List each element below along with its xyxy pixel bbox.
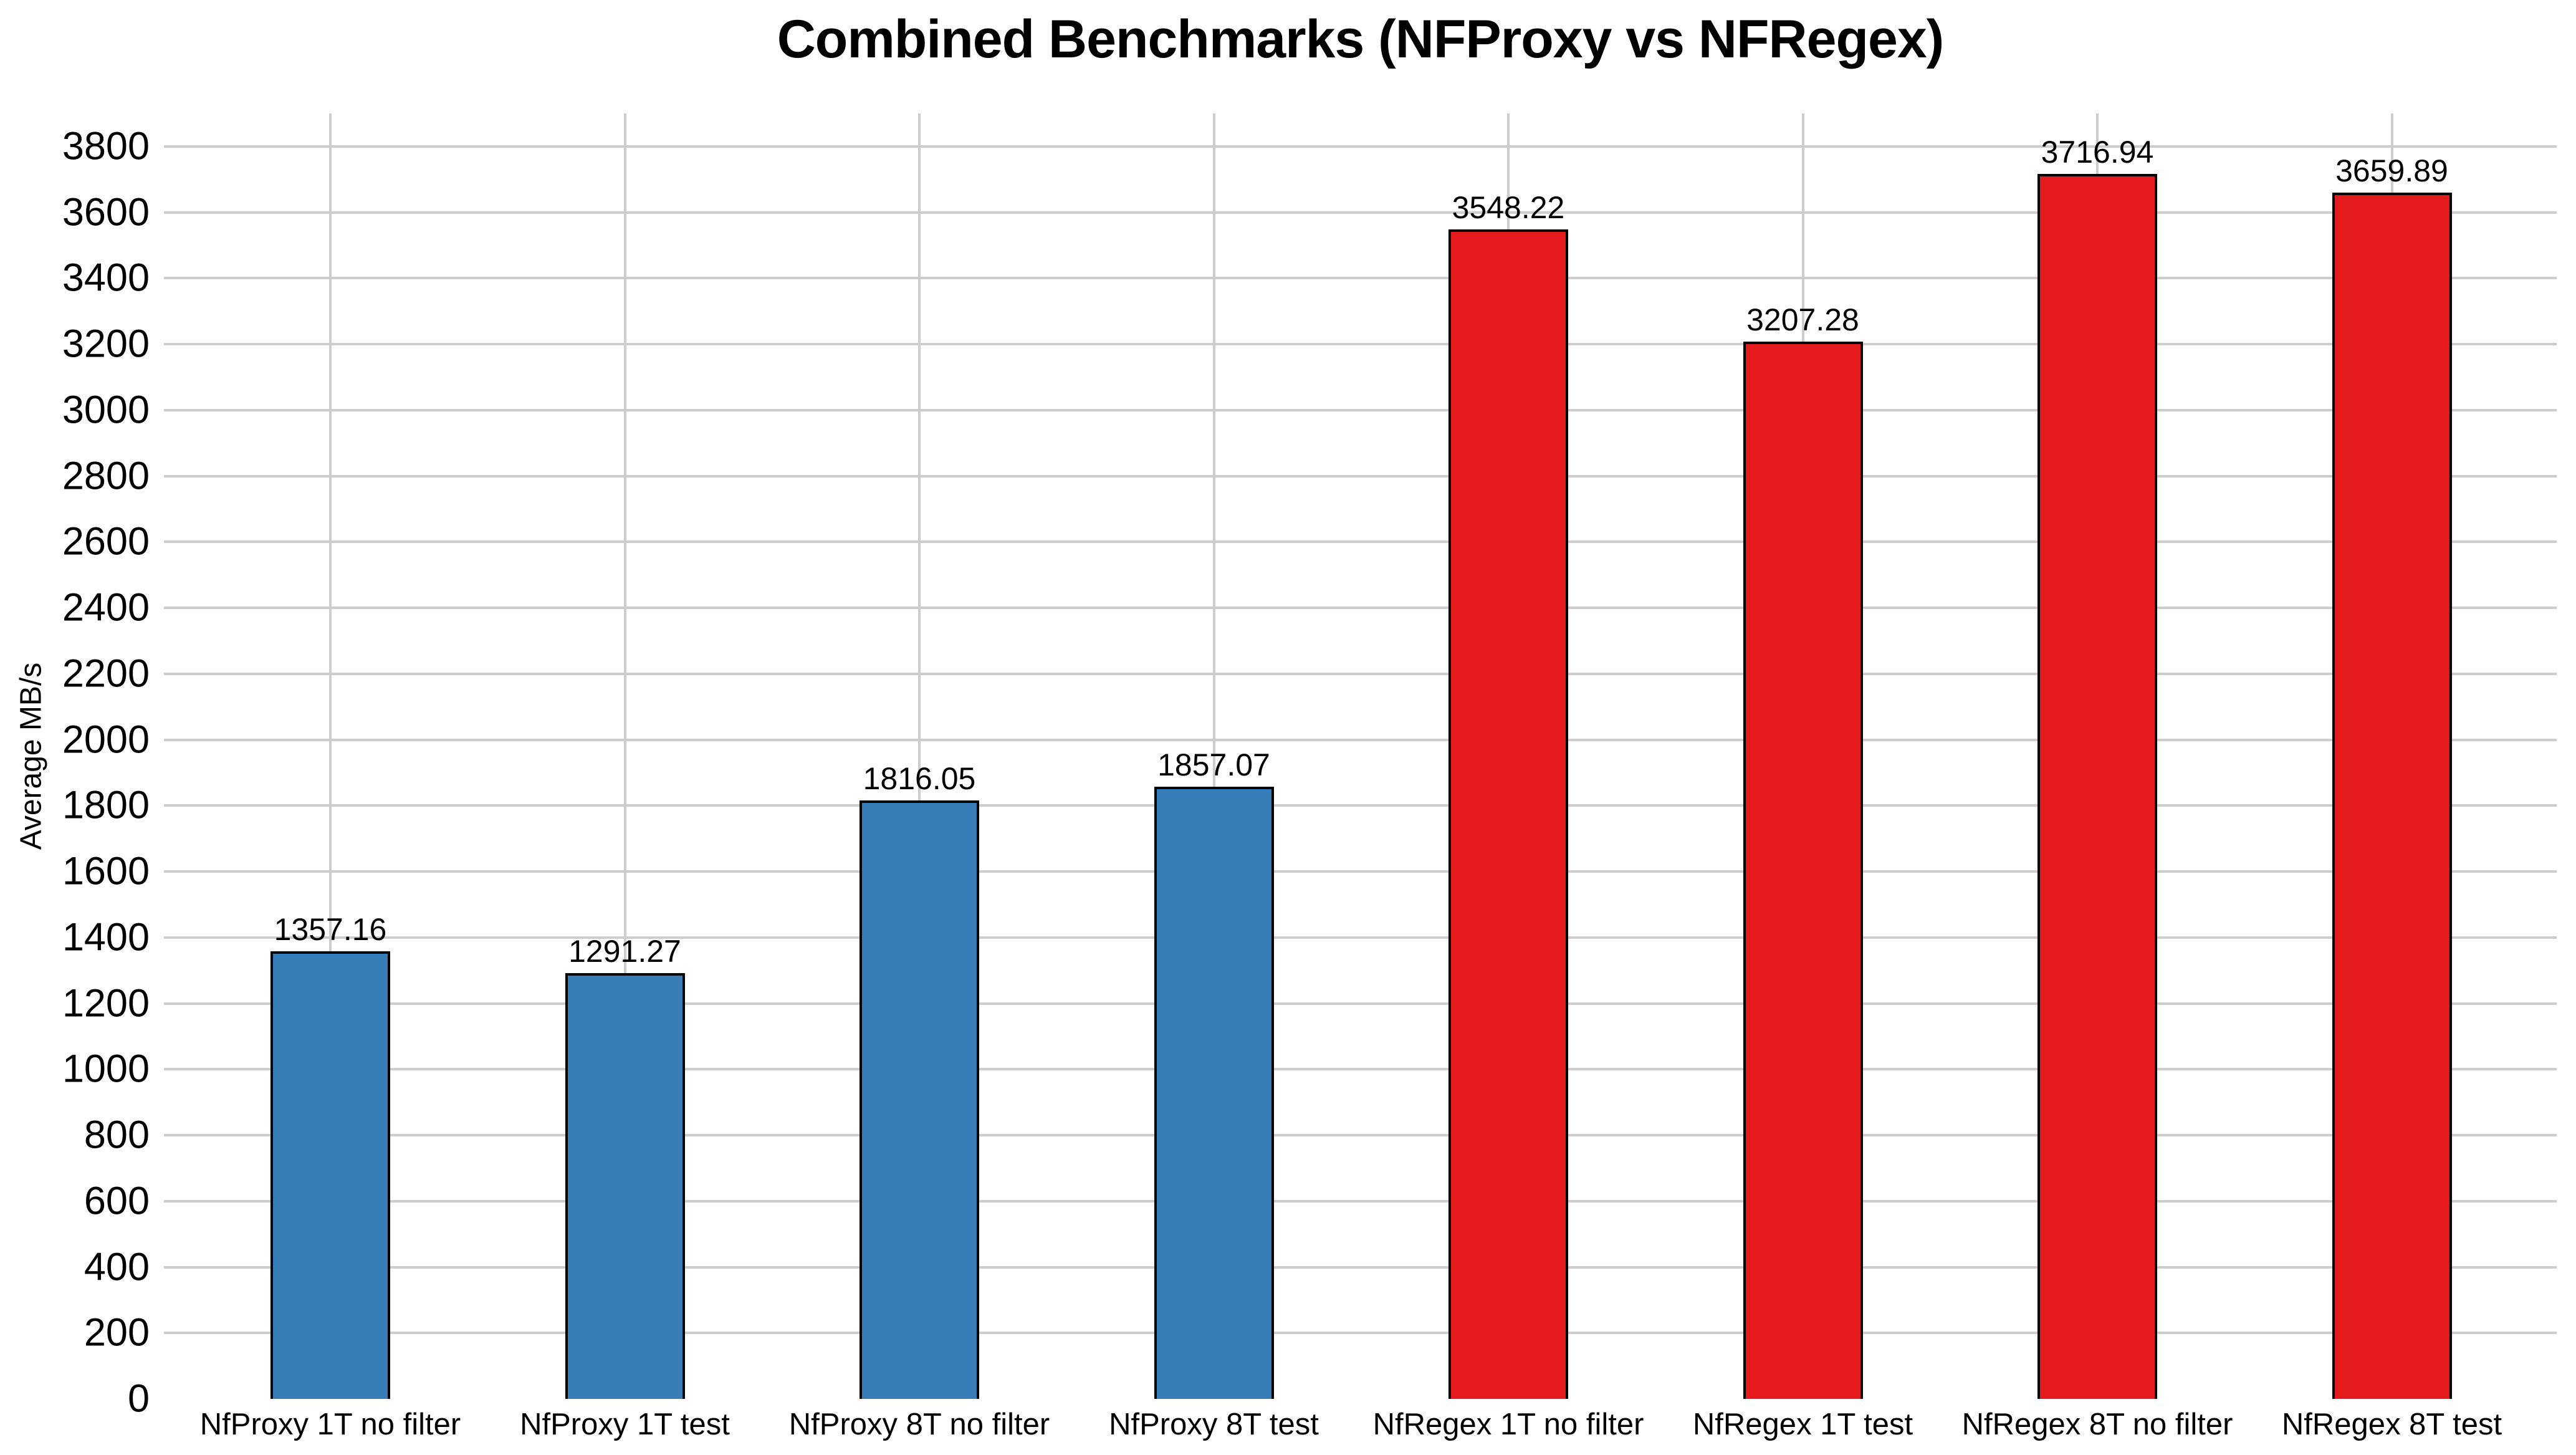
- bar: [1448, 229, 1568, 1399]
- h-gridline: [164, 277, 2557, 280]
- x-tick-label: NfRegex 8T test: [2281, 1408, 2502, 1441]
- h-gridline: [164, 1134, 2557, 1137]
- v-gridline: [1212, 113, 1215, 1399]
- v-gridline: [329, 113, 332, 1399]
- h-gridline: [164, 540, 2557, 544]
- h-gridline: [164, 804, 2557, 807]
- chart-title: Combined Benchmarks (NFProxy vs NFRegex): [777, 9, 1945, 69]
- h-gridline: [164, 1002, 2557, 1005]
- bar: [271, 951, 390, 1399]
- y-tick-label: 2000: [62, 718, 150, 762]
- bar: [859, 800, 979, 1399]
- plot-area: 1357.16 1291.27 1816.05 1857.07 3548.22 3207.…: [164, 113, 2557, 1399]
- y-tick-label: 1600: [62, 849, 150, 893]
- y-tick-label: 3600: [62, 190, 150, 234]
- y-tick-label: 0: [127, 1376, 150, 1421]
- y-tick-label: 3000: [62, 388, 150, 432]
- bar: [2332, 192, 2452, 1399]
- v-gridline: [623, 113, 626, 1399]
- bar: [1743, 342, 1863, 1399]
- y-axis-title: Average MB/s: [14, 662, 48, 850]
- h-gridline: [164, 1199, 2557, 1203]
- x-tick-label: NfRegex 1T no filter: [1372, 1408, 1644, 1441]
- h-gridline: [164, 738, 2557, 741]
- x-tick-label: NfProxy 8T no filter: [788, 1408, 1050, 1441]
- h-gridline: [164, 343, 2557, 346]
- h-gridline: [164, 408, 2557, 411]
- x-tick-label: NfRegex 1T test: [1692, 1408, 1913, 1441]
- y-tick-label: 3800: [62, 124, 150, 168]
- h-gridline: [164, 936, 2557, 939]
- y-tick-label: 400: [84, 1245, 150, 1289]
- h-gridline: [164, 1332, 2557, 1335]
- bar-value-label: 1816.05: [863, 761, 976, 796]
- y-tick-label: 600: [84, 1179, 150, 1223]
- y-tick-label: 800: [84, 1113, 150, 1157]
- y-tick-label: 2800: [62, 454, 150, 498]
- bar: [565, 973, 685, 1399]
- x-tick-label: NfRegex 8T no filter: [1961, 1408, 2233, 1441]
- y-tick-label: 2600: [62, 519, 150, 564]
- h-gridline: [164, 672, 2557, 675]
- h-gridline: [164, 1265, 2557, 1269]
- bar-value-label: 3207.28: [1746, 302, 1859, 338]
- h-gridline: [164, 870, 2557, 873]
- bar-value-label: 1291.27: [568, 934, 681, 969]
- y-tick-label: 1000: [62, 1047, 150, 1091]
- y-tick-label: 2200: [62, 651, 150, 696]
- y-tick-label: 2400: [62, 585, 150, 630]
- bar-value-label: 3716.94: [2041, 134, 2154, 170]
- h-gridline: [164, 474, 2557, 478]
- y-tick-label: 1800: [62, 783, 150, 827]
- bar: [1154, 787, 1274, 1399]
- h-gridline: [164, 1068, 2557, 1071]
- v-gridline: [918, 113, 921, 1399]
- x-tick-label: NfProxy 1T test: [520, 1408, 730, 1441]
- y-tick-label: 1400: [62, 915, 150, 959]
- bar-value-label: 3659.89: [2335, 153, 2448, 188]
- bar: [2037, 173, 2157, 1399]
- bar-value-label: 1857.07: [1157, 747, 1270, 783]
- h-gridline: [164, 145, 2557, 148]
- h-gridline: [164, 211, 2557, 214]
- bar-value-label: 3548.22: [1452, 190, 1565, 225]
- y-tick-label: 3400: [62, 256, 150, 300]
- bar-value-label: 1357.16: [274, 912, 387, 948]
- y-tick-label: 200: [84, 1310, 150, 1355]
- x-tick-label: NfProxy 1T no filter: [199, 1408, 461, 1441]
- h-gridline: [164, 607, 2557, 610]
- y-tick-label: 1200: [62, 981, 150, 1025]
- y-tick-label: 3200: [62, 322, 150, 366]
- x-tick-label: NfProxy 8T test: [1109, 1408, 1319, 1441]
